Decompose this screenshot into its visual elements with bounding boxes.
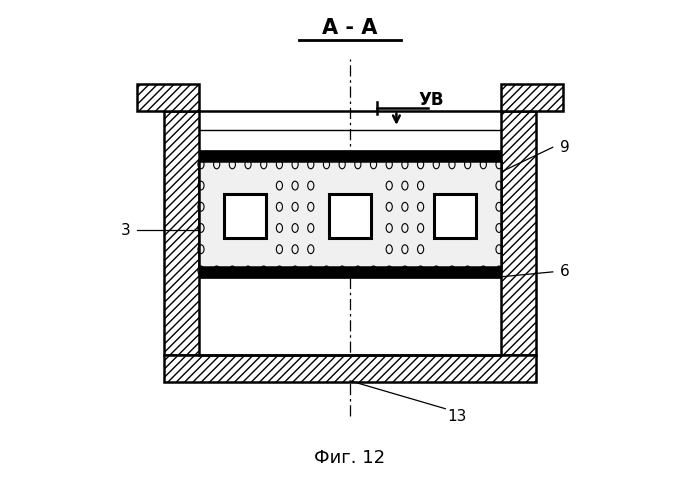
Bar [199,150,501,161]
Text: УВ: УВ [419,91,444,109]
Text: Фиг. 12: Фиг. 12 [314,448,386,466]
Bar [501,111,536,355]
Bar [224,194,266,238]
Bar [199,267,501,278]
Bar [501,84,563,111]
Bar [434,194,476,238]
Bar [164,111,199,355]
Text: 9: 9 [560,140,570,155]
Bar [164,355,536,382]
Bar [137,84,199,111]
Bar [329,194,371,238]
Bar [199,161,501,267]
Text: 6: 6 [560,265,570,279]
Text: 13: 13 [448,409,467,423]
Text: А - А: А - А [322,18,378,38]
Text: 3: 3 [120,223,130,238]
